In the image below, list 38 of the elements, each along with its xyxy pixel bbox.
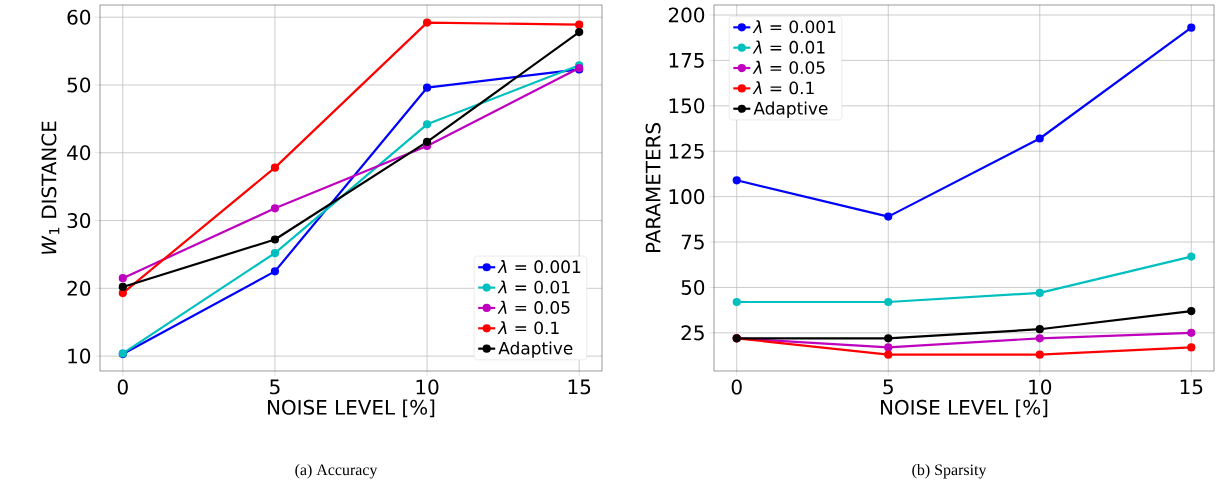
y-tick-label: 60: [67, 9, 91, 25]
legend-label: Adaptive: [753, 101, 828, 118]
text: (b) Sparsity: [912, 463, 987, 479]
legend-label: λ = 0.05: [497, 300, 570, 314]
y-axis-title: W$_{1}$ DISTANCE: [41, 121, 60, 254]
y-axis-title: PARAMETERS: [645, 123, 661, 253]
y-tick-label: 10: [68, 348, 91, 364]
legend-label: λ = 0.01: [497, 280, 570, 294]
text: (a) Accuracy: [295, 463, 378, 479]
x-tick-label: 0: [117, 379, 128, 395]
y-tick-label: 20: [67, 280, 91, 296]
x-tick-label: 0: [731, 379, 742, 395]
legend-label: λ = 0.1: [497, 321, 559, 335]
y-tick-label: 150: [669, 98, 705, 114]
y-tick-label: 175: [669, 53, 704, 68]
x-tick-label: 15: [1180, 379, 1203, 395]
legend-label: λ = 0.05: [752, 60, 825, 74]
x-axis-title: NOISE LEVEL [%]: [881, 399, 1048, 418]
y-tick-label: 75: [681, 234, 704, 250]
legend-label: Adaptive: [498, 341, 573, 358]
y-tick-label: 125: [669, 143, 704, 159]
x-tick-label: 10: [416, 379, 439, 395]
y-tick-label: 25: [681, 325, 704, 341]
y-tick-label: 200: [668, 7, 705, 23]
x-tick-label: 10: [1029, 379, 1052, 395]
x-tick-label: 5: [883, 379, 893, 395]
y-tick-label: 40: [67, 145, 91, 161]
legend-label: λ = 0.001: [497, 260, 581, 274]
y-tick-label: 30: [67, 213, 91, 229]
x-tick-label: 5: [270, 379, 280, 395]
y-tick-label: 50: [681, 279, 705, 295]
y-tick-label: 50: [67, 77, 91, 93]
legend-label: λ = 0.1: [752, 81, 814, 95]
x-axis-title: NOISE LEVEL [%]: [268, 399, 435, 418]
legend-label: λ = 0.001: [752, 20, 836, 34]
x-tick-label: 15: [568, 379, 591, 395]
legend-label: λ = 0.01: [752, 40, 825, 54]
y-tick-label: 100: [669, 189, 705, 205]
